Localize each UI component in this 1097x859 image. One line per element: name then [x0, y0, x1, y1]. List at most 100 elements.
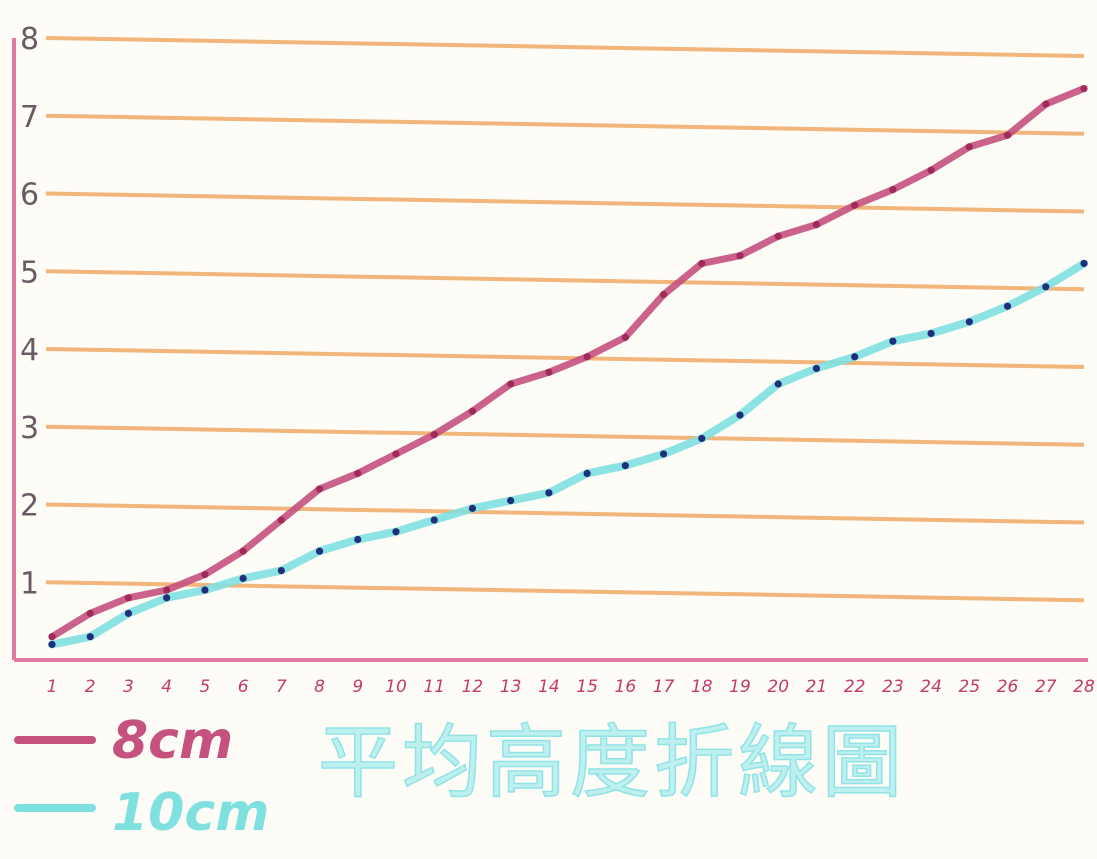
- data-point-8cm: [736, 252, 744, 260]
- data-point-8cm: [354, 469, 362, 477]
- y-tick-label: 7: [20, 100, 39, 135]
- data-point-8cm: [86, 609, 94, 617]
- x-tick-label: 19: [729, 677, 751, 697]
- data-point-8cm: [621, 333, 629, 341]
- x-tick-label: 24: [920, 677, 942, 697]
- data-point-10cm: [812, 364, 821, 373]
- data-point-10cm: [430, 516, 438, 524]
- grid-line-y-6: [45, 191, 1085, 214]
- data-point-10cm: [354, 535, 362, 544]
- data-point-8cm: [659, 290, 668, 299]
- grid-line-y-4: [45, 347, 1085, 369]
- series-line-8cm: [48, 85, 1088, 641]
- y-tick-label: 2: [20, 489, 39, 524]
- data-point-8cm: [774, 232, 782, 240]
- data-point-10cm: [621, 462, 629, 470]
- data-point-8cm: [48, 633, 56, 641]
- y-tick-label: 5: [20, 255, 39, 290]
- chart-title: 平均高度折線圖: [318, 716, 906, 809]
- x-tick-label: 3: [123, 677, 134, 697]
- x-tick-label: 4: [161, 677, 172, 697]
- grid-lines: [45, 36, 1085, 603]
- data-point-10cm: [1080, 259, 1088, 268]
- data-point-8cm: [1042, 100, 1050, 108]
- x-tick-label: 20: [767, 677, 789, 697]
- data-point-10cm: [927, 329, 935, 338]
- data-point-8cm: [430, 430, 438, 439]
- x-tick-labels: 1 2 3 4 5 6 7 8 9 10 11 12 13 14 15 16 17 18 19 20 21 22 23 24 2…: [47, 677, 1095, 697]
- series: [48, 84, 1088, 649]
- data-point-8cm: [392, 450, 400, 458]
- data-point-10cm: [163, 594, 171, 602]
- grid-line-y-8: [45, 36, 1085, 58]
- data-point-10cm: [545, 489, 553, 497]
- x-tick-label: 6: [238, 677, 249, 697]
- data-point-8cm: [315, 485, 324, 493]
- x-tick-label: 16: [615, 677, 637, 697]
- data-point-8cm: [507, 380, 515, 388]
- data-point-8cm: [851, 201, 859, 209]
- data-point-8cm: [812, 221, 821, 229]
- data-point-8cm: [698, 259, 706, 268]
- data-point-10cm: [277, 566, 285, 575]
- grid-line-y-3: [45, 424, 1085, 447]
- data-point-10cm: [774, 380, 782, 388]
- grid-line-y-5: [45, 269, 1085, 292]
- data-point-10cm: [965, 318, 973, 326]
- x-tick-label: 28: [1073, 677, 1095, 697]
- data-point-10cm: [392, 528, 400, 536]
- data-point-8cm: [124, 594, 133, 602]
- x-tick-label: 5: [199, 677, 210, 697]
- data-point-10cm: [507, 497, 515, 505]
- y-tick-label: 4: [20, 333, 39, 368]
- legend-label-10cm: 10cm: [112, 783, 269, 843]
- x-tick-label: 15: [576, 677, 598, 697]
- data-point-8cm: [239, 547, 247, 555]
- x-tick-label: 23: [882, 677, 904, 697]
- y-tick-label: 8: [20, 22, 39, 57]
- x-tick-label: 7: [276, 677, 287, 697]
- legend: 8cm 10cm: [14, 711, 269, 843]
- data-point-10cm: [698, 434, 706, 443]
- data-point-10cm: [86, 633, 94, 641]
- x-tick-label: 14: [538, 677, 560, 697]
- data-point-8cm: [889, 186, 897, 194]
- data-point-8cm: [163, 586, 171, 594]
- x-tick-label: 11: [423, 677, 445, 697]
- grid-line-y-2: [45, 502, 1085, 525]
- data-point-10cm: [851, 353, 859, 361]
- data-point-8cm: [965, 143, 973, 151]
- x-tick-label: 27: [1035, 677, 1057, 697]
- x-tick-label: 17: [653, 677, 675, 697]
- x-tick-label: 10: [385, 677, 407, 697]
- data-point-10cm: [315, 547, 324, 555]
- data-point-10cm: [1042, 283, 1050, 291]
- x-tick-label: 18: [691, 677, 713, 697]
- y-tick-label: 1: [20, 566, 39, 601]
- x-tick-label: 25: [959, 677, 981, 697]
- grid-line-y-7: [45, 113, 1085, 136]
- data-point-8cm: [277, 516, 285, 524]
- x-tick-label: 26: [997, 677, 1019, 697]
- data-point-8cm: [1080, 84, 1088, 93]
- y-tick-label: 6: [20, 178, 39, 213]
- axes: [12, 38, 1088, 662]
- data-point-8cm: [545, 368, 553, 376]
- x-tick-label: 12: [462, 677, 484, 697]
- data-point-10cm: [48, 640, 56, 649]
- series-line-10cm: [48, 259, 1088, 649]
- data-point-10cm: [583, 469, 591, 477]
- x-tick-label: 13: [500, 677, 522, 697]
- data-point-10cm: [124, 609, 133, 617]
- y-tick-labels: 1 2 3 4 5 6 7 8: [20, 22, 39, 601]
- x-tick-label: 22: [844, 677, 866, 697]
- x-tick-label: 21: [806, 677, 828, 697]
- data-point-10cm: [736, 411, 744, 419]
- x-tick-label: 8: [314, 677, 325, 697]
- data-point-8cm: [201, 570, 209, 579]
- data-point-10cm: [239, 574, 247, 582]
- data-point-8cm: [468, 407, 477, 415]
- data-point-8cm: [1003, 131, 1012, 139]
